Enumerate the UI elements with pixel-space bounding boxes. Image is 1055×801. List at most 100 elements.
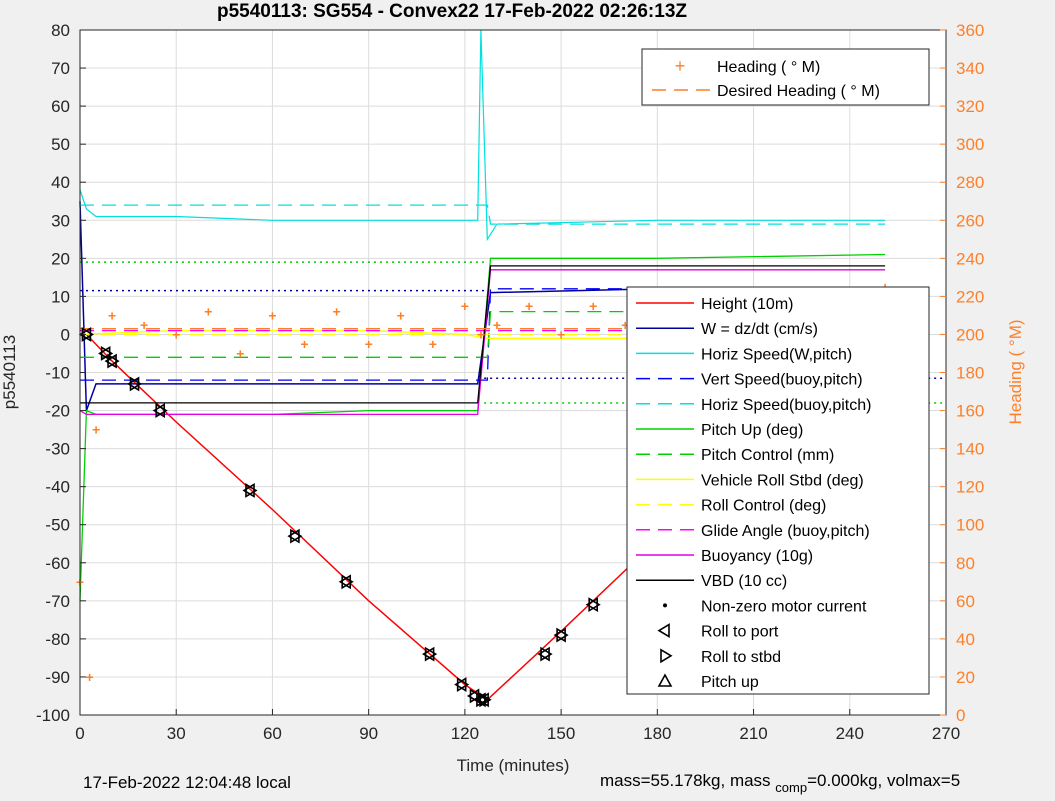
y-axis-label-right: Heading ( °M) — [1006, 319, 1025, 424]
x-tick-label: 240 — [836, 724, 864, 743]
legend-sample-pitch-up — [657, 673, 673, 687]
y-tick-label: -20 — [45, 402, 70, 421]
x-ticks: 0 30 60 90 120 150 180 210 240 270 — [75, 709, 960, 743]
footer-local-time: 17-Feb-2022 12:04:48 local — [83, 773, 291, 792]
heading-point: + — [332, 304, 340, 320]
roll-to-port-marker — [152, 403, 165, 418]
heading-point: + — [86, 669, 94, 685]
legend-label: Roll to stbd — [701, 649, 781, 666]
roll-to-port-marker — [537, 646, 550, 662]
chart-title: p5540113: SG554 - Convex22 17-Feb-2022 0… — [217, 1, 687, 22]
legend-label: Vert Speed(buoy,pitch) — [701, 372, 863, 389]
roll-to-port-marker — [104, 353, 117, 369]
heading-point: + — [92, 422, 100, 438]
legend-label: Horiz Speed(W,pitch) — [701, 346, 852, 363]
heading-point: + — [140, 317, 148, 333]
y-tick-label: 60 — [51, 97, 70, 116]
roll-to-stbd-marker — [290, 528, 303, 544]
legend-sample-roll-stbd — [660, 648, 673, 664]
roll-to-port-marker — [338, 574, 352, 590]
x-tick-label: 30 — [167, 724, 186, 743]
legend-label: Non-zero motor current — [701, 598, 867, 615]
roll-to-port-marker — [126, 376, 140, 392]
series-line-horiz-speed-buoy-pitch — [80, 204, 886, 225]
x-tick-label: 60 — [263, 724, 282, 743]
y-tick-label: -30 — [45, 440, 70, 459]
roll-to-port-marker — [476, 692, 489, 708]
legend-label: Vehicle Roll Stbd (deg) — [701, 472, 864, 489]
heading-point: + — [429, 336, 437, 352]
heading-point: + — [204, 304, 212, 320]
heading-point: + — [493, 317, 501, 333]
heading-point: + — [172, 326, 180, 342]
x-tick-label: 270 — [932, 724, 960, 743]
y-axis-label: p5540113 — [0, 335, 19, 409]
legend-label: Pitch Control (mm) — [701, 447, 834, 464]
y-tick-label: 30 — [51, 211, 70, 230]
y-tick-label: 70 — [51, 59, 70, 78]
y-right-tick-label: 60 — [956, 592, 975, 611]
footer-mass: mass=55.178kg, mass comp=0.000kg, volmax… — [600, 771, 960, 795]
series-line-pitch-up-deg — [79, 253, 886, 601]
y-tick-label: 20 — [51, 249, 70, 268]
heading-point: + — [477, 326, 485, 342]
x-tick-label: 90 — [359, 724, 378, 743]
y-tick-label: -10 — [45, 364, 70, 383]
roll-to-port-marker — [98, 346, 111, 361]
heading-point: + — [557, 326, 565, 342]
roll-to-port-marker — [242, 483, 255, 498]
legend-label: Roll to port — [701, 624, 779, 641]
roll-to-stbd-marker — [155, 403, 168, 418]
heading-point: + — [300, 336, 308, 352]
legend-label: W = dz/dt (cm/s) — [701, 321, 818, 338]
legend-label: Roll Control (deg) — [701, 498, 826, 515]
legend-sample-dot — [663, 603, 667, 608]
legend-top: + Heading ( ° M) Desired Heading ( ° M) — [641, 48, 930, 106]
roll-to-port-marker — [553, 627, 566, 643]
roll-to-stbd-marker — [556, 627, 569, 643]
footer-mass-a: mass=55.178kg, mass — [600, 771, 771, 790]
roll-to-port-marker — [422, 646, 435, 662]
x-tick-label: 0 — [75, 724, 84, 743]
legend-main-box — [626, 286, 930, 695]
y-right-tick-label: 340 — [956, 59, 984, 78]
legend-label: Glide Angle (buoy,pitch) — [701, 523, 870, 540]
legend-label: Horiz Speed(buoy,pitch) — [701, 397, 871, 414]
y-right-tick-label: 240 — [956, 249, 984, 268]
y-ticks: 80 70 60 50 40 30 20 10 0 -10 -20 -30 -40 -50 -60 -70 -8… — [36, 21, 86, 725]
legend-label: VBD (10 cc) — [701, 573, 787, 590]
x-axis-label: Time (minutes) — [457, 756, 570, 775]
y-right-tick-label: 180 — [956, 364, 984, 383]
roll-to-stbd-marker — [100, 346, 114, 361]
y-right-tick-label: 200 — [956, 325, 984, 344]
legend-label: Pitch Up (deg) — [701, 422, 803, 439]
y-right-tick-label: 280 — [956, 173, 984, 192]
y-tick-label: -90 — [45, 668, 70, 687]
heading-point: + — [397, 307, 405, 323]
y-right-tick-label: 140 — [956, 440, 984, 459]
y-right-tick-label: 0 — [956, 706, 965, 725]
y-tick-label: 0 — [61, 325, 70, 344]
legend-label: Buoyancy (10g) — [701, 548, 813, 565]
heading-point: + — [108, 307, 116, 323]
y-tick-label: -40 — [45, 478, 70, 497]
legend-desired-heading-label: Desired Heading ( ° M) — [717, 83, 880, 100]
y-ticks-right: 3603403203002802602402202001801601401201… — [940, 21, 984, 725]
y-tick-label: 80 — [51, 21, 70, 40]
roll-to-stbd-marker — [588, 597, 601, 613]
y-tick-label: 10 — [51, 287, 70, 306]
roll-to-stbd-marker — [107, 353, 120, 369]
roll-to-stbd-marker — [424, 646, 438, 662]
legend-top-box — [641, 48, 930, 106]
legend-label: Pitch up — [701, 674, 759, 691]
roll-to-stbd-marker — [341, 574, 354, 590]
roll-to-stbd-marker — [129, 376, 143, 392]
roll-to-stbd-marker — [245, 483, 258, 498]
roll-to-stbd-marker — [479, 692, 492, 708]
series-line-vbd-10-cc — [80, 265, 886, 404]
legend-heading-label: Heading ( ° M) — [717, 59, 820, 76]
y-right-tick-label: 220 — [956, 287, 984, 306]
y-tick-label: -100 — [36, 706, 70, 725]
y-right-tick-label: 120 — [956, 478, 984, 497]
